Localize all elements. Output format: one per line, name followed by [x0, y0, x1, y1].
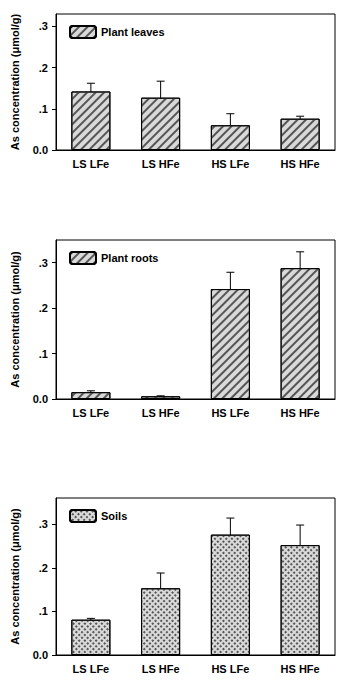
svg-text:LS LFe: LS LFe	[73, 663, 110, 675]
svg-text:0.0: 0.0	[33, 393, 48, 405]
svg-text:.3: .3	[39, 518, 48, 530]
svg-text:As concentration (μmol/g): As concentration (μmol/g)	[9, 251, 21, 388]
svg-text:LS LFe: LS LFe	[73, 158, 110, 170]
svg-text:LS HFe: LS HFe	[142, 158, 180, 170]
svg-text:HS HFe: HS HFe	[281, 158, 320, 170]
svg-text:As concentration (μmol/g): As concentration (μmol/g)	[9, 508, 21, 645]
svg-text:HS HFe: HS HFe	[281, 407, 320, 419]
svg-text:Soils: Soils	[101, 510, 127, 522]
svg-text:.3: .3	[39, 20, 48, 32]
svg-text:0.0: 0.0	[33, 649, 48, 661]
svg-text:0.0: 0.0	[33, 144, 48, 156]
svg-text:Plant leaves: Plant leaves	[101, 26, 165, 38]
svg-text:HS LFe: HS LFe	[211, 158, 249, 170]
svg-text:HS HFe: HS HFe	[281, 663, 320, 675]
svg-text:.2: .2	[39, 62, 48, 74]
svg-text:.2: .2	[39, 302, 48, 314]
svg-text:HS LFe: HS LFe	[211, 663, 249, 675]
svg-text:LS HFe: LS HFe	[142, 663, 180, 675]
svg-text:.1: .1	[39, 348, 48, 360]
svg-text:.1: .1	[39, 605, 48, 617]
svg-text:Plant roots: Plant roots	[101, 252, 158, 264]
svg-text:.3: .3	[39, 257, 48, 269]
svg-text:.2: .2	[39, 562, 48, 574]
svg-text:.1: .1	[39, 103, 48, 115]
svg-text:As concentration (μmol/g): As concentration (μmol/g)	[9, 14, 21, 151]
svg-text:LS HFe: LS HFe	[142, 407, 180, 419]
svg-text:HS LFe: HS LFe	[211, 407, 249, 419]
svg-text:LS LFe: LS LFe	[73, 407, 110, 419]
